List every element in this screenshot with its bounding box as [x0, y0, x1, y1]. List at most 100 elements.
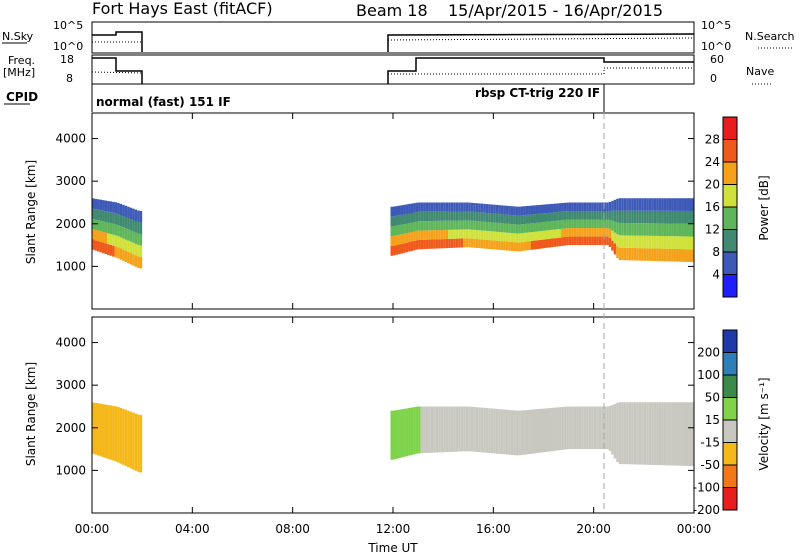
power-echo-cell [475, 212, 479, 222]
power-echo-cell [463, 238, 466, 248]
power-echo-cell [603, 211, 607, 220]
power-echo-cell [458, 220, 461, 230]
power-echo-cell [473, 211, 476, 221]
power-echo-cell [460, 211, 464, 221]
x-tick-label: 00:00 [677, 522, 712, 536]
power-echo-cell [530, 223, 534, 233]
power-echo-cell [488, 213, 491, 223]
power-echo-cell [636, 223, 639, 236]
power-echo-cell [428, 239, 431, 249]
power-echo-cell [573, 236, 577, 246]
power-echo-cell [606, 236, 609, 246]
power-echo-cell [520, 215, 524, 225]
velocity-echo-cell [648, 402, 652, 465]
power-echo-cell [515, 206, 519, 216]
power-echo-cell [99, 241, 103, 253]
power-echo-cell [525, 241, 529, 251]
velocity-echo-cell [558, 407, 562, 451]
power-echo-cell [598, 228, 602, 237]
power-echo-cell [546, 239, 549, 248]
power-echo-cell [132, 254, 135, 266]
velocity-echo-cell [405, 408, 409, 457]
power-echo-cell [405, 213, 409, 224]
power-echo-cell [608, 219, 612, 229]
power-echo-cell [671, 248, 674, 262]
velocity-ylabel: Slant Range [km] [24, 362, 38, 466]
power-echo-marks [92, 198, 694, 269]
power-echo-cell [450, 238, 454, 248]
power-echo-cell [648, 235, 652, 249]
freq-panel: Freq. [MHz] 18 8 60 0 Nave [3, 53, 774, 85]
velocity-echo-cell [673, 402, 677, 466]
power-echo-cell [523, 215, 526, 224]
power-echo-cell [425, 202, 429, 212]
velocity-echo-cell [132, 412, 135, 470]
power-echo-cell [455, 229, 459, 239]
power-echo-cell [433, 202, 436, 212]
power-echo-cell [646, 235, 649, 249]
power-echo-cell [104, 243, 108, 255]
power-echo-cell [593, 202, 597, 211]
power-echo-cell [510, 224, 514, 234]
power-echo-cell [598, 202, 602, 211]
power-echo-cell [505, 205, 509, 215]
power-echo-cell [505, 214, 509, 224]
colorbar-tick-label: 8 [712, 245, 720, 259]
power-echo-cell [676, 198, 679, 211]
power-echo-cell [561, 211, 564, 221]
power-echo-cell [586, 236, 589, 246]
power-echo-cell [390, 226, 393, 237]
power-echo-cell [678, 223, 682, 237]
power-echo-cell [663, 223, 667, 237]
velocity-echo-cell [546, 408, 549, 452]
power-echo-cell [440, 220, 444, 230]
velocity-echo-cell [112, 405, 115, 461]
velocity-echo-cell [470, 406, 474, 452]
power-echo-cell [686, 236, 689, 250]
power-echo-cell [465, 211, 469, 221]
power-echo-cell [415, 230, 419, 241]
power-echo-cell [508, 214, 511, 224]
power-echo-cell [556, 212, 559, 221]
power-echo-cell [500, 241, 504, 251]
power-echo-cell [533, 205, 536, 215]
power-echo-cell [395, 235, 399, 246]
power-echo-cell [578, 219, 582, 229]
velocity-echo-cell [688, 402, 692, 467]
power-echo-cell [403, 204, 406, 215]
power-echo-cell [137, 256, 140, 268]
velocity-echo-cell [478, 407, 481, 453]
power-echo-cell [468, 211, 471, 221]
power-echo-cell [606, 202, 609, 211]
power-echo-cell [433, 220, 436, 231]
power-echo-cell [518, 242, 521, 252]
velocity-echo-marks [92, 402, 694, 473]
power-echo-cell [102, 231, 105, 243]
power-echo-cell [410, 203, 414, 214]
power-echo-cell [681, 198, 684, 211]
velocity-echo-cell [525, 409, 529, 455]
power-echo-cell [636, 210, 639, 224]
power-echo-cell [661, 223, 664, 237]
power-echo-cell [686, 249, 689, 262]
freq-unit-label: [MHz] [3, 66, 35, 79]
power-echo-cell [470, 211, 474, 221]
power-echo-cell [107, 222, 110, 234]
power-echo-cell [636, 235, 639, 249]
velocity-echo-cell [571, 406, 574, 450]
freq-tick-bottom: 8 [66, 72, 73, 85]
power-echo-cell [490, 231, 494, 241]
power-echo-cell [553, 229, 557, 239]
power-echo-cell [663, 210, 667, 224]
velocity-echo-cell [403, 408, 406, 457]
power-echo-cell [112, 223, 115, 235]
power-echo-cell [117, 214, 120, 226]
power-echo-cell [498, 223, 501, 232]
nave-tick-bottom: 0 [710, 72, 717, 85]
power-echo-cell [583, 202, 587, 211]
power-echo-cell [94, 209, 98, 220]
power-echo-cell [508, 241, 511, 251]
power-echo-cell [628, 247, 632, 261]
power-echo-cell [621, 210, 624, 223]
power-echo-cell [551, 238, 554, 248]
